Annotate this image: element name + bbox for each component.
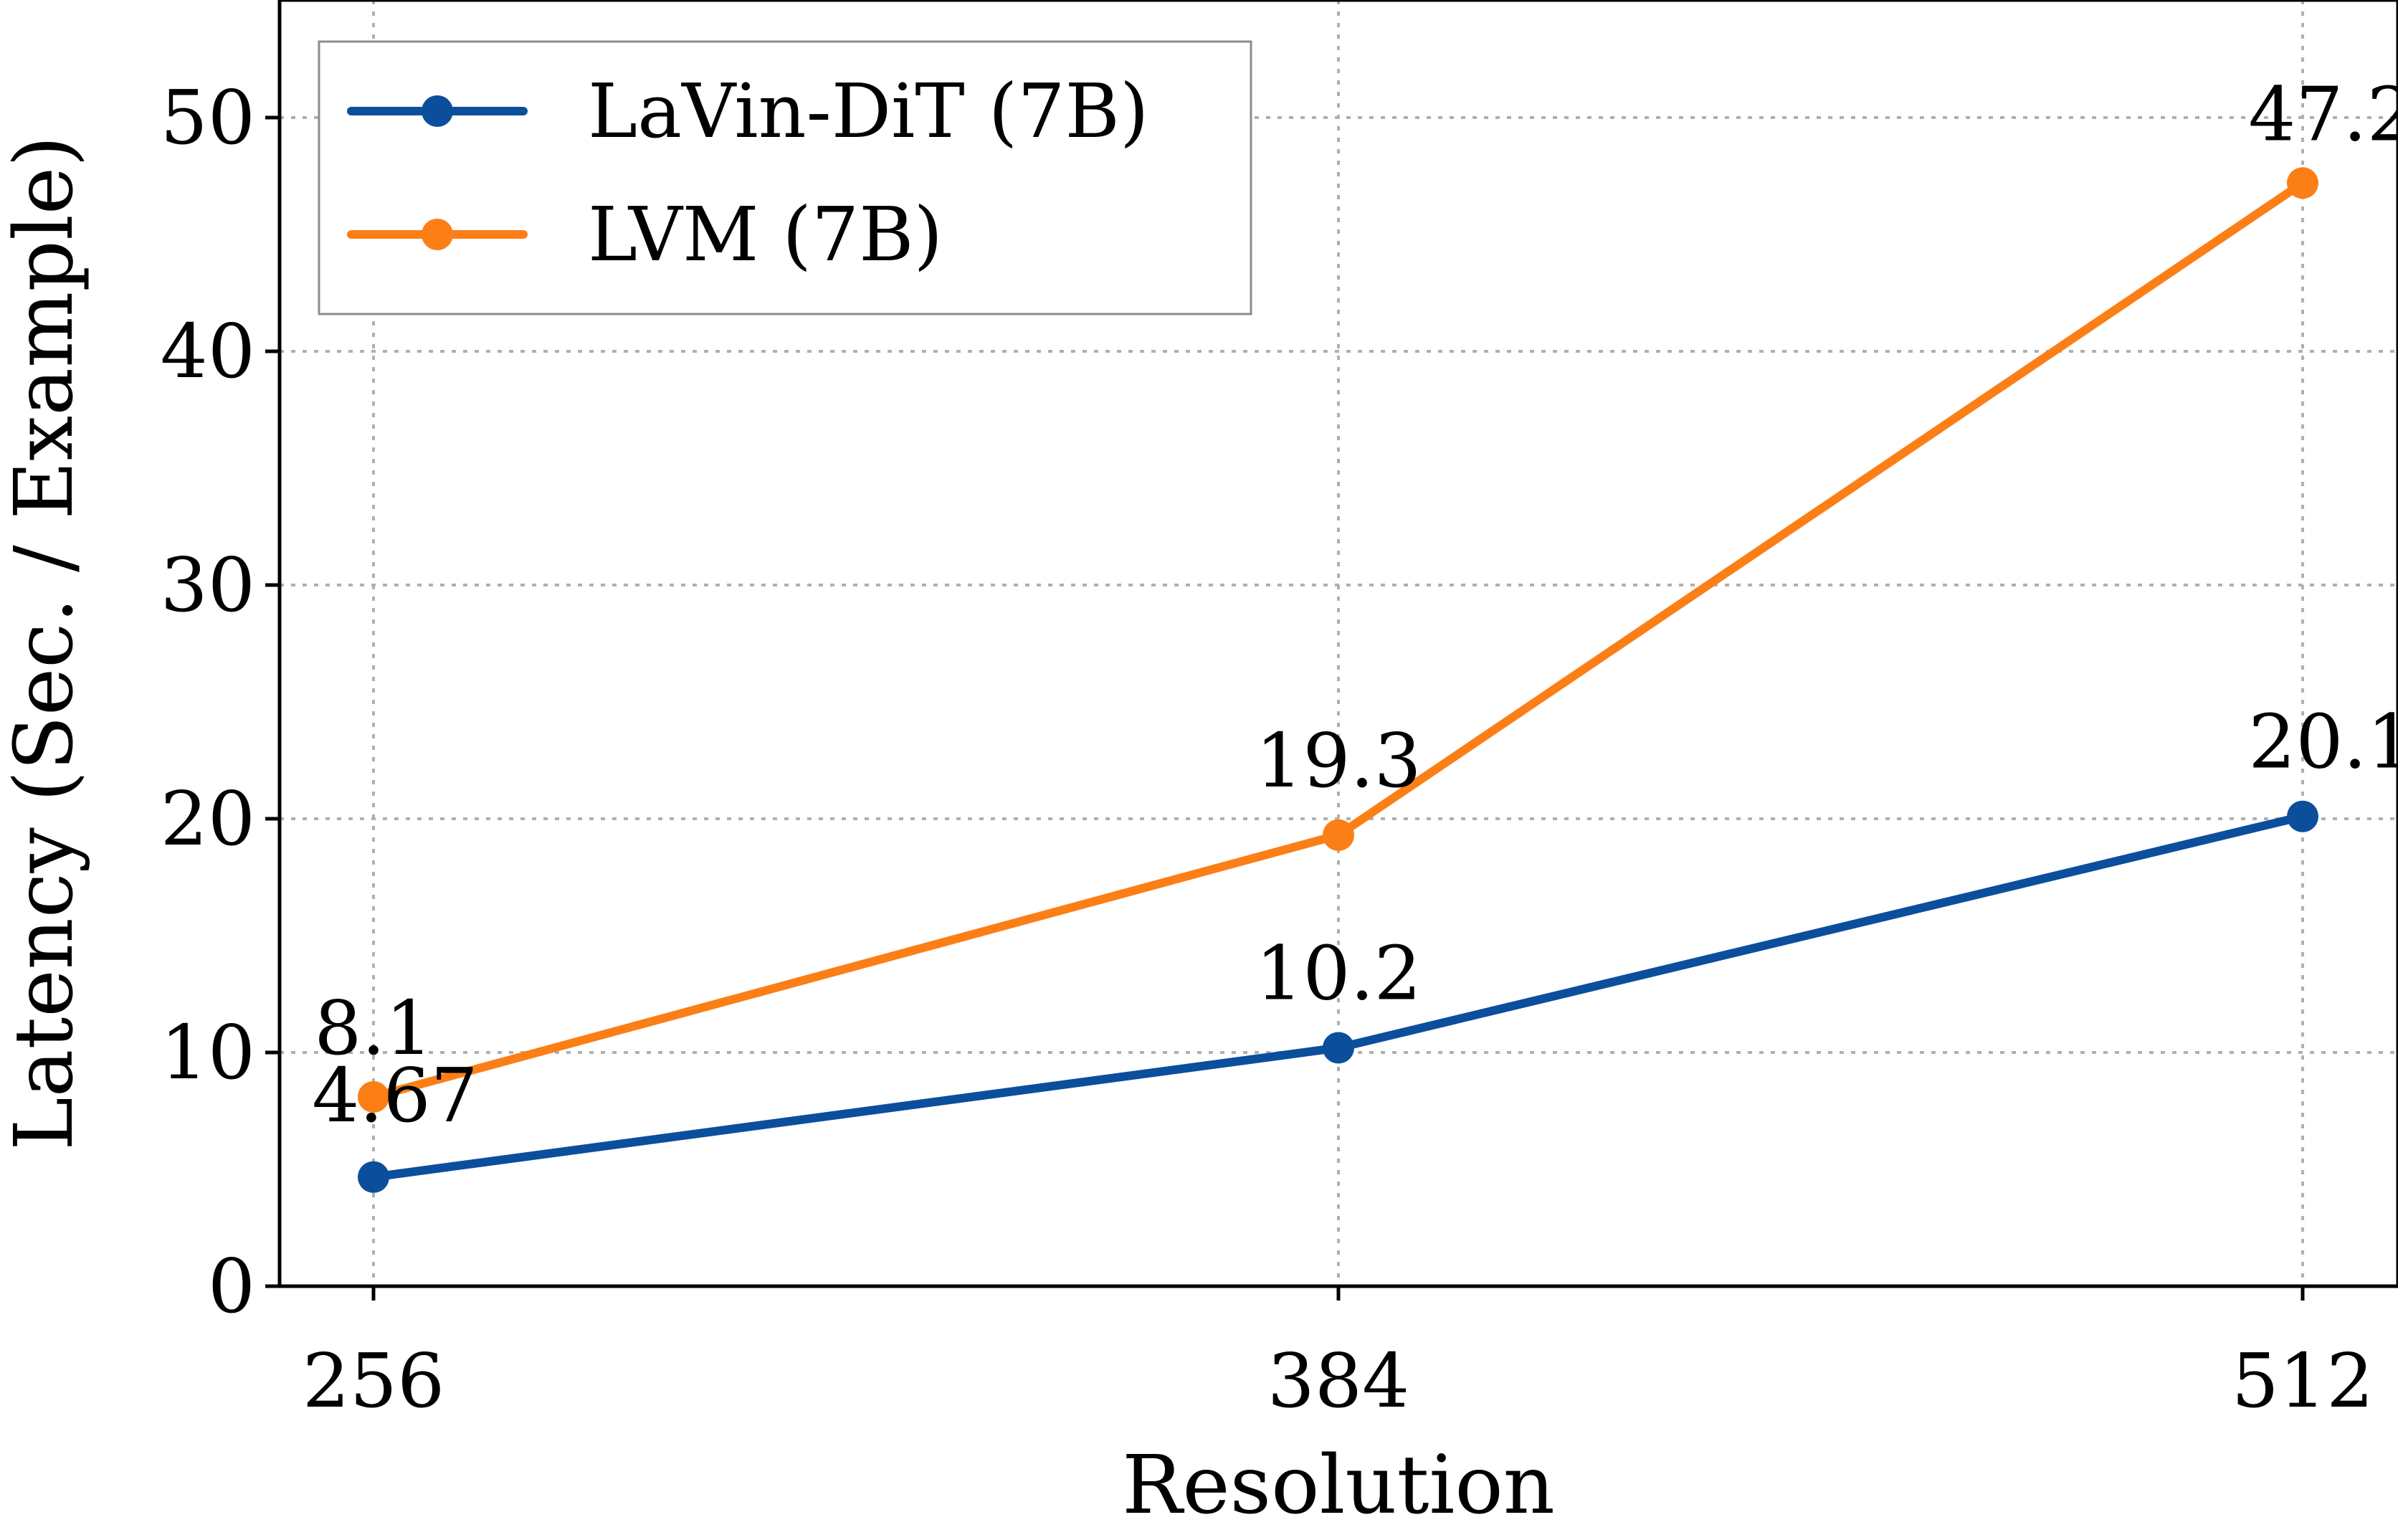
legend-label: LVM (7B) (588, 191, 943, 278)
y-tick-label: 40 (161, 308, 255, 395)
series-lines (358, 167, 2318, 1193)
data-point-marker (358, 1161, 389, 1193)
x-tick-label: 384 (1267, 1337, 1410, 1425)
data-value-label: 4.67 (312, 1052, 478, 1139)
x-tick-label: 512 (2232, 1337, 2374, 1425)
y-tick-label: 10 (161, 1009, 255, 1096)
legend-frame (318, 40, 1252, 315)
data-point-marker (1323, 819, 1354, 851)
data-point-marker (1323, 1032, 1354, 1064)
data-value-label: 20.1 (2248, 698, 2398, 786)
data-value-label: 10.2 (1255, 929, 1422, 1017)
x-axis-title: Resolution (1122, 1439, 1555, 1532)
y-tick-label: 50 (161, 74, 255, 161)
data-point-marker (2287, 167, 2318, 199)
x-tick-label: 256 (303, 1337, 445, 1425)
y-tick-label: 20 (161, 775, 255, 862)
data-value-label: 19.3 (1255, 717, 1422, 804)
data-point-marker (358, 1080, 389, 1113)
y-tick-label: 0 (208, 1242, 255, 1330)
y-tick-label: 30 (161, 541, 255, 629)
legend-label: LaVin-DiT (7B) (588, 67, 1149, 155)
legend: LaVin-DiT (7B) LVM (7B) (318, 40, 1252, 315)
data-point-marker (2287, 800, 2318, 832)
legend-swatch-marker (422, 95, 453, 127)
legend-swatch-marker (422, 219, 453, 250)
data-value-label: 47.2 (2248, 70, 2398, 158)
y-axis-title: Latency (Sec. / Example) (0, 136, 91, 1151)
axis-ticks: 0 10 20 30 40 50 256 384 512 (161, 74, 2374, 1425)
data-labels: 4.67 10.2 20.1 8.1 19.3 47.2 (312, 70, 2398, 1139)
data-value-label: 8.1 (314, 984, 432, 1072)
